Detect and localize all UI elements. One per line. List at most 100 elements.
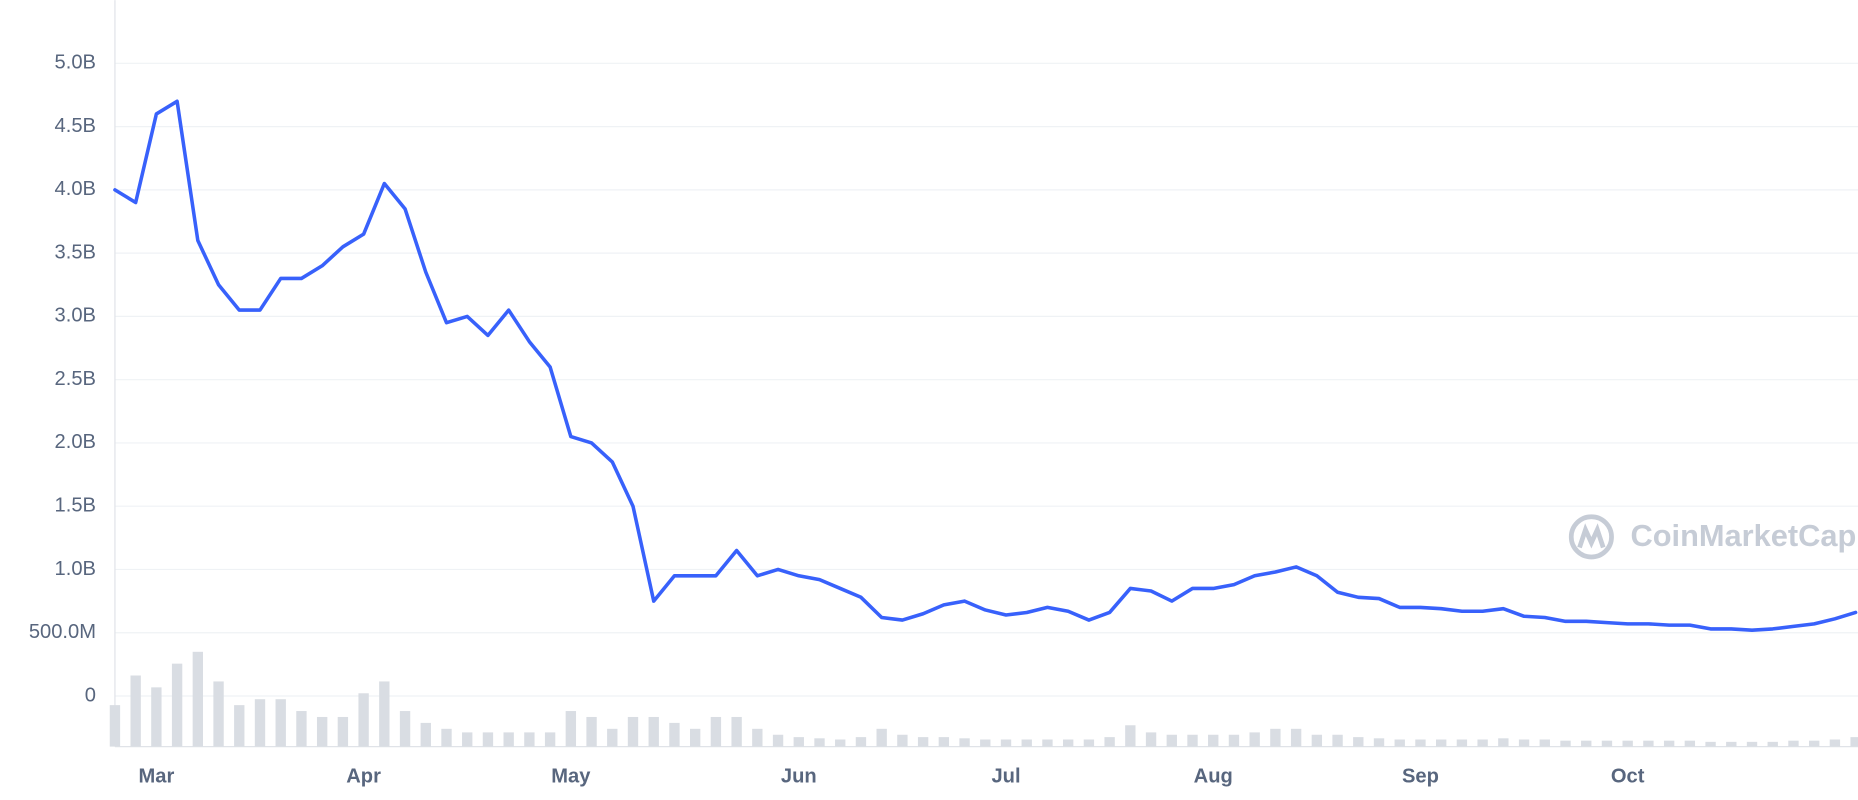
volume-bar xyxy=(1788,740,1799,747)
volume-bar xyxy=(1518,739,1530,747)
volume-bar xyxy=(1622,740,1633,747)
volume-bar xyxy=(482,732,494,747)
volume-bar xyxy=(234,705,245,747)
volume-bar xyxy=(752,728,763,747)
volume-bar xyxy=(192,651,204,747)
volume-bar xyxy=(793,737,804,747)
volume-bar xyxy=(1062,739,1074,747)
volume-bar xyxy=(1539,739,1550,747)
volume-bar xyxy=(296,711,307,747)
volume-bar xyxy=(1560,740,1571,747)
volume-bar xyxy=(1663,740,1675,747)
volume-bar xyxy=(897,734,908,747)
y-tick-label: 1.0B xyxy=(55,558,96,580)
volume-bar xyxy=(917,737,929,747)
volume-bar xyxy=(607,728,618,747)
volume-bar xyxy=(503,732,514,747)
volume-bar xyxy=(710,716,722,747)
volume-bar xyxy=(1477,739,1488,747)
volume-bar xyxy=(1394,739,1405,747)
y-tick-label: 3.0B xyxy=(55,305,96,327)
volume-bar xyxy=(544,732,556,747)
volume-bar xyxy=(731,716,742,747)
volume-bar xyxy=(959,738,970,747)
volume-bar xyxy=(648,716,659,747)
volume-bar xyxy=(524,732,535,747)
volume-bar xyxy=(441,728,452,747)
volume-bar xyxy=(627,716,639,747)
volume-bar xyxy=(1021,739,1032,747)
volume-bar xyxy=(1435,739,1447,747)
volume-bar xyxy=(171,663,183,747)
volume-bar xyxy=(420,722,431,747)
volume-bar xyxy=(1850,737,1858,747)
volume-bar xyxy=(109,705,121,747)
y-tick-label: 2.0B xyxy=(55,431,96,453)
volume-bar xyxy=(1290,728,1302,747)
volume-bar xyxy=(1498,738,1509,747)
volume-bar xyxy=(1726,741,1737,747)
y-tick-label: 4.0B xyxy=(55,178,96,200)
volume-bar xyxy=(1373,738,1385,747)
volume-bar xyxy=(399,711,411,747)
volume-bar xyxy=(1456,739,1468,747)
volume-bar xyxy=(586,716,597,747)
y-tick-label: 4.5B xyxy=(55,115,96,137)
volume-bar xyxy=(814,738,825,747)
volume-bar xyxy=(358,693,369,747)
watermark: CoinMarketCap xyxy=(1630,518,1856,553)
volume-bar xyxy=(1746,741,1758,747)
volume-bar xyxy=(254,699,266,747)
volume-bar xyxy=(1353,737,1364,747)
volume-bar xyxy=(980,739,991,747)
volume-bar xyxy=(876,728,887,747)
volume-bar xyxy=(1809,740,1820,747)
volume-bar xyxy=(1767,741,1778,747)
x-tick-label: Jul xyxy=(991,766,1020,788)
volume-bar xyxy=(1415,739,1426,747)
y-tick-label: 1.5B xyxy=(55,495,96,517)
volume-bar xyxy=(835,739,846,747)
volume-bar xyxy=(1684,740,1696,747)
volume-bar xyxy=(130,675,141,747)
volume-bar xyxy=(213,681,224,747)
x-tick-label: Sep xyxy=(1402,766,1439,788)
volume-bar xyxy=(316,716,328,747)
volume-bar xyxy=(855,737,867,747)
y-tick-label: 0 xyxy=(85,684,96,706)
volume-bar xyxy=(938,737,950,747)
volume-bar xyxy=(1145,732,1157,747)
volume-bar xyxy=(565,711,577,747)
volume-bar xyxy=(1311,734,1323,747)
volume-bar xyxy=(1104,737,1115,747)
y-tick-label: 5.0B xyxy=(55,52,96,74)
x-tick-label: May xyxy=(551,766,591,788)
volume-bar xyxy=(1042,739,1053,747)
x-tick-label: Oct xyxy=(1611,766,1645,788)
volume-bar xyxy=(669,722,680,747)
y-tick-label: 2.5B xyxy=(55,368,96,390)
volume-bar xyxy=(1000,739,1012,747)
volume-bar xyxy=(1228,734,1240,747)
volume-bar xyxy=(379,681,390,747)
y-tick-label: 500.0M xyxy=(29,621,96,643)
watermark-logo xyxy=(1568,514,1614,560)
volume-bar xyxy=(1125,725,1136,747)
x-tick-label: Jun xyxy=(781,766,817,788)
volume-bar xyxy=(689,728,701,747)
volume-bar xyxy=(772,734,784,747)
volume-bar xyxy=(1083,739,1095,747)
volume-bar xyxy=(1187,734,1198,747)
x-tick-label: Mar xyxy=(138,766,174,788)
volume-bar xyxy=(275,699,286,747)
volume-bar xyxy=(337,716,349,747)
volume-bar xyxy=(1166,734,1177,747)
volume-bar xyxy=(1601,740,1613,747)
y-tick-label: 3.5B xyxy=(55,241,96,263)
plot-background xyxy=(109,0,1858,748)
x-tick-label: Apr xyxy=(346,766,381,788)
x-tick-label: Aug xyxy=(1194,766,1233,788)
volume-bar xyxy=(1208,734,1219,747)
